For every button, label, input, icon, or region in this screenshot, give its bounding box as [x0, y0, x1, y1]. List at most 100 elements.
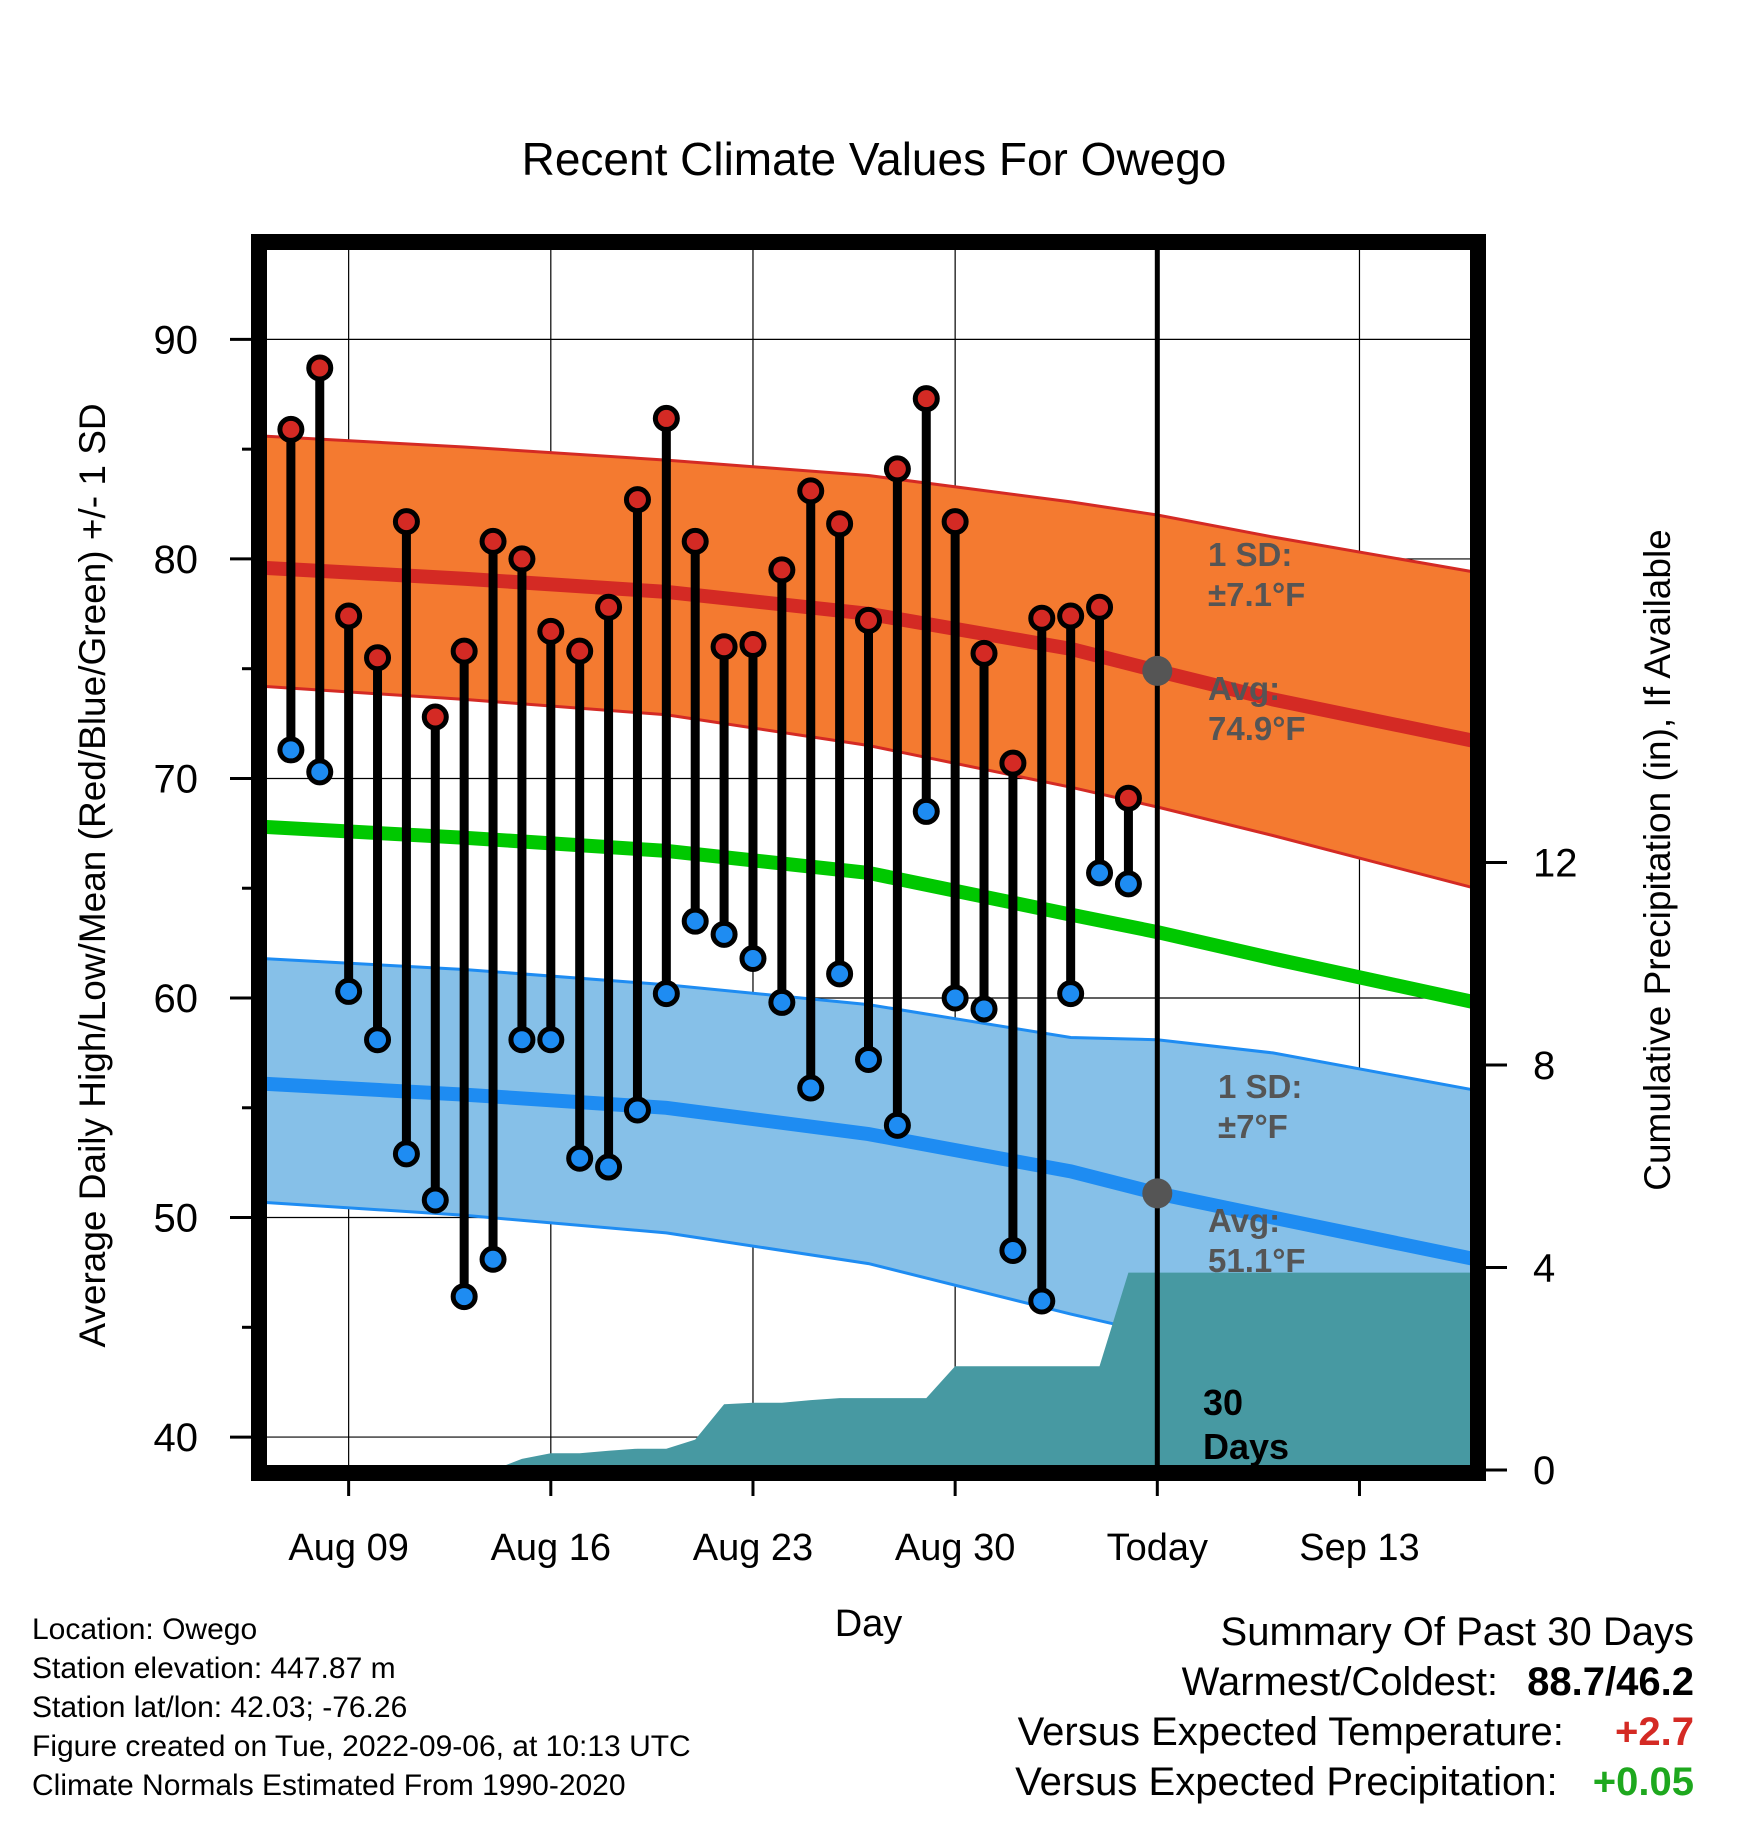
- low-marker: [1057, 980, 1085, 1008]
- high-marker: [566, 637, 594, 665]
- high-marker: [652, 404, 680, 432]
- high-marker: [1114, 784, 1142, 812]
- low-marker: [479, 1245, 507, 1273]
- low-sd-annotation-1: 1 SD:: [1218, 1068, 1302, 1105]
- high-marker: [826, 510, 854, 538]
- low-marker: [652, 980, 680, 1008]
- today-low-avg-dot: [1142, 1178, 1173, 1209]
- low-marker: [999, 1236, 1027, 1264]
- low-marker: [1086, 859, 1114, 887]
- precip-area: [262, 1272, 1475, 1470]
- low-marker: [364, 1026, 392, 1054]
- low-marker: [595, 1153, 623, 1181]
- y-axis-label-right: Cumulative Precipitation (in), If Availa…: [1637, 529, 1678, 1191]
- high-marker: [421, 703, 449, 731]
- y-tick-label-right: 8: [1533, 1044, 1555, 1088]
- low-marker: [537, 1026, 565, 1054]
- summary-warm-cold: Warmest/Coldest: 88.7/46.2: [1182, 1660, 1694, 1705]
- low-marker: [970, 995, 998, 1023]
- summary-heading: Summary Of Past 30 Days: [1220, 1610, 1694, 1654]
- x-tick-label: Sep 13: [1299, 1527, 1419, 1569]
- y-tick-label-right: 12: [1533, 842, 1578, 886]
- y-tick-label-left: 50: [154, 1197, 199, 1241]
- x-tick-label: Aug 30: [895, 1527, 1015, 1569]
- low-marker: [739, 944, 767, 972]
- high-marker: [364, 644, 392, 672]
- low-marker: [1114, 870, 1142, 898]
- low-marker: [1028, 1287, 1056, 1315]
- plot-border: [251, 234, 1486, 1481]
- temp-value: +2.7: [1615, 1710, 1694, 1754]
- precip-value: +0.05: [1592, 1760, 1694, 1804]
- high-marker: [710, 633, 738, 661]
- y-tick-label-left: 70: [154, 757, 199, 801]
- low-marker: [392, 1140, 420, 1168]
- y-tick-label-left: 40: [154, 1416, 199, 1460]
- low-sd-upper-line: [261, 957, 1476, 1092]
- today-high-avg-dot: [1142, 655, 1173, 686]
- y-axis-label-left: Average Daily High/Low/Mean (Red/Blue/Gr…: [72, 403, 113, 1347]
- daily-markers: [277, 354, 1142, 1315]
- high-marker: [941, 508, 969, 536]
- low-marker: [883, 1111, 911, 1139]
- high-marker: [1086, 593, 1114, 621]
- x-tick-label: Aug 23: [693, 1527, 813, 1569]
- low-marker: [277, 736, 305, 764]
- high-sd-annotation-2: ±7.1°F: [1208, 576, 1305, 613]
- low-marker: [450, 1283, 478, 1311]
- warm-cold-label: Warmest/Coldest:: [1181, 1660, 1499, 1704]
- low-marker: [335, 977, 363, 1005]
- high-avg-line: [261, 560, 1477, 748]
- low-marker: [826, 960, 854, 988]
- high-marker: [479, 527, 507, 555]
- high-marker: [1057, 602, 1085, 630]
- x-tick-label: Aug 09: [288, 1527, 408, 1569]
- low-marker: [912, 797, 940, 825]
- high-marker: [306, 354, 334, 382]
- meta-latlon: Station lat/lon: 42.03; -76.26: [32, 1691, 408, 1724]
- high-marker: [797, 477, 825, 505]
- high-sd-annotation-1: 1 SD:: [1208, 536, 1292, 573]
- high-marker: [681, 527, 709, 555]
- low-marker: [710, 920, 738, 948]
- days-annotation-2: Days: [1203, 1426, 1289, 1467]
- daily-range-stems: [286, 367, 1133, 1301]
- low-avg-line: [261, 1076, 1477, 1267]
- warm-cold-value: 88.7/46.2: [1527, 1660, 1694, 1704]
- mean-avg-line: [261, 819, 1477, 1010]
- precip-cumulative-area: [262, 1272, 1475, 1470]
- high-marker: [508, 545, 536, 573]
- chart-title: Recent Climate Values For Owego: [521, 133, 1227, 185]
- high-marker: [855, 606, 882, 634]
- days-annotation-1: 30: [1203, 1382, 1243, 1423]
- high-marker: [277, 415, 305, 443]
- y-tick-label-left: 80: [154, 538, 199, 582]
- low-marker: [623, 1096, 651, 1124]
- precip-label: Versus Expected Precipitation:: [1015, 1760, 1558, 1804]
- high-marker: [595, 593, 623, 621]
- high-marker: [883, 455, 911, 483]
- meta-location: Location: Owego: [32, 1613, 258, 1646]
- high-marker: [999, 749, 1027, 777]
- high-marker: [970, 639, 998, 667]
- high-marker: [450, 637, 478, 665]
- high-marker: [1028, 604, 1056, 632]
- low-marker: [681, 907, 709, 935]
- summary-temp: Versus Expected Temperature: +2.7: [1018, 1710, 1694, 1755]
- low-marker: [421, 1186, 449, 1214]
- low-marker: [855, 1045, 882, 1073]
- low-marker: [566, 1144, 594, 1172]
- temp-label: Versus Expected Temperature:: [1017, 1710, 1564, 1754]
- high-marker: [912, 385, 940, 413]
- high-marker: [392, 508, 420, 536]
- axes: Aug 09 Aug 16 Aug 23 Aug 30 Today Sep 13Day40…: [72, 318, 1678, 1645]
- low-marker: [508, 1026, 536, 1054]
- plot-frame: [251, 234, 1486, 1481]
- y-tick-label-left: 60: [154, 977, 199, 1021]
- x-axis-label: Day: [835, 1603, 903, 1645]
- meta-created: Figure created on Tue, 2022-09-06, at 10…: [32, 1730, 691, 1763]
- x-tick-label: Aug 16: [491, 1527, 611, 1569]
- low-marker: [941, 984, 969, 1012]
